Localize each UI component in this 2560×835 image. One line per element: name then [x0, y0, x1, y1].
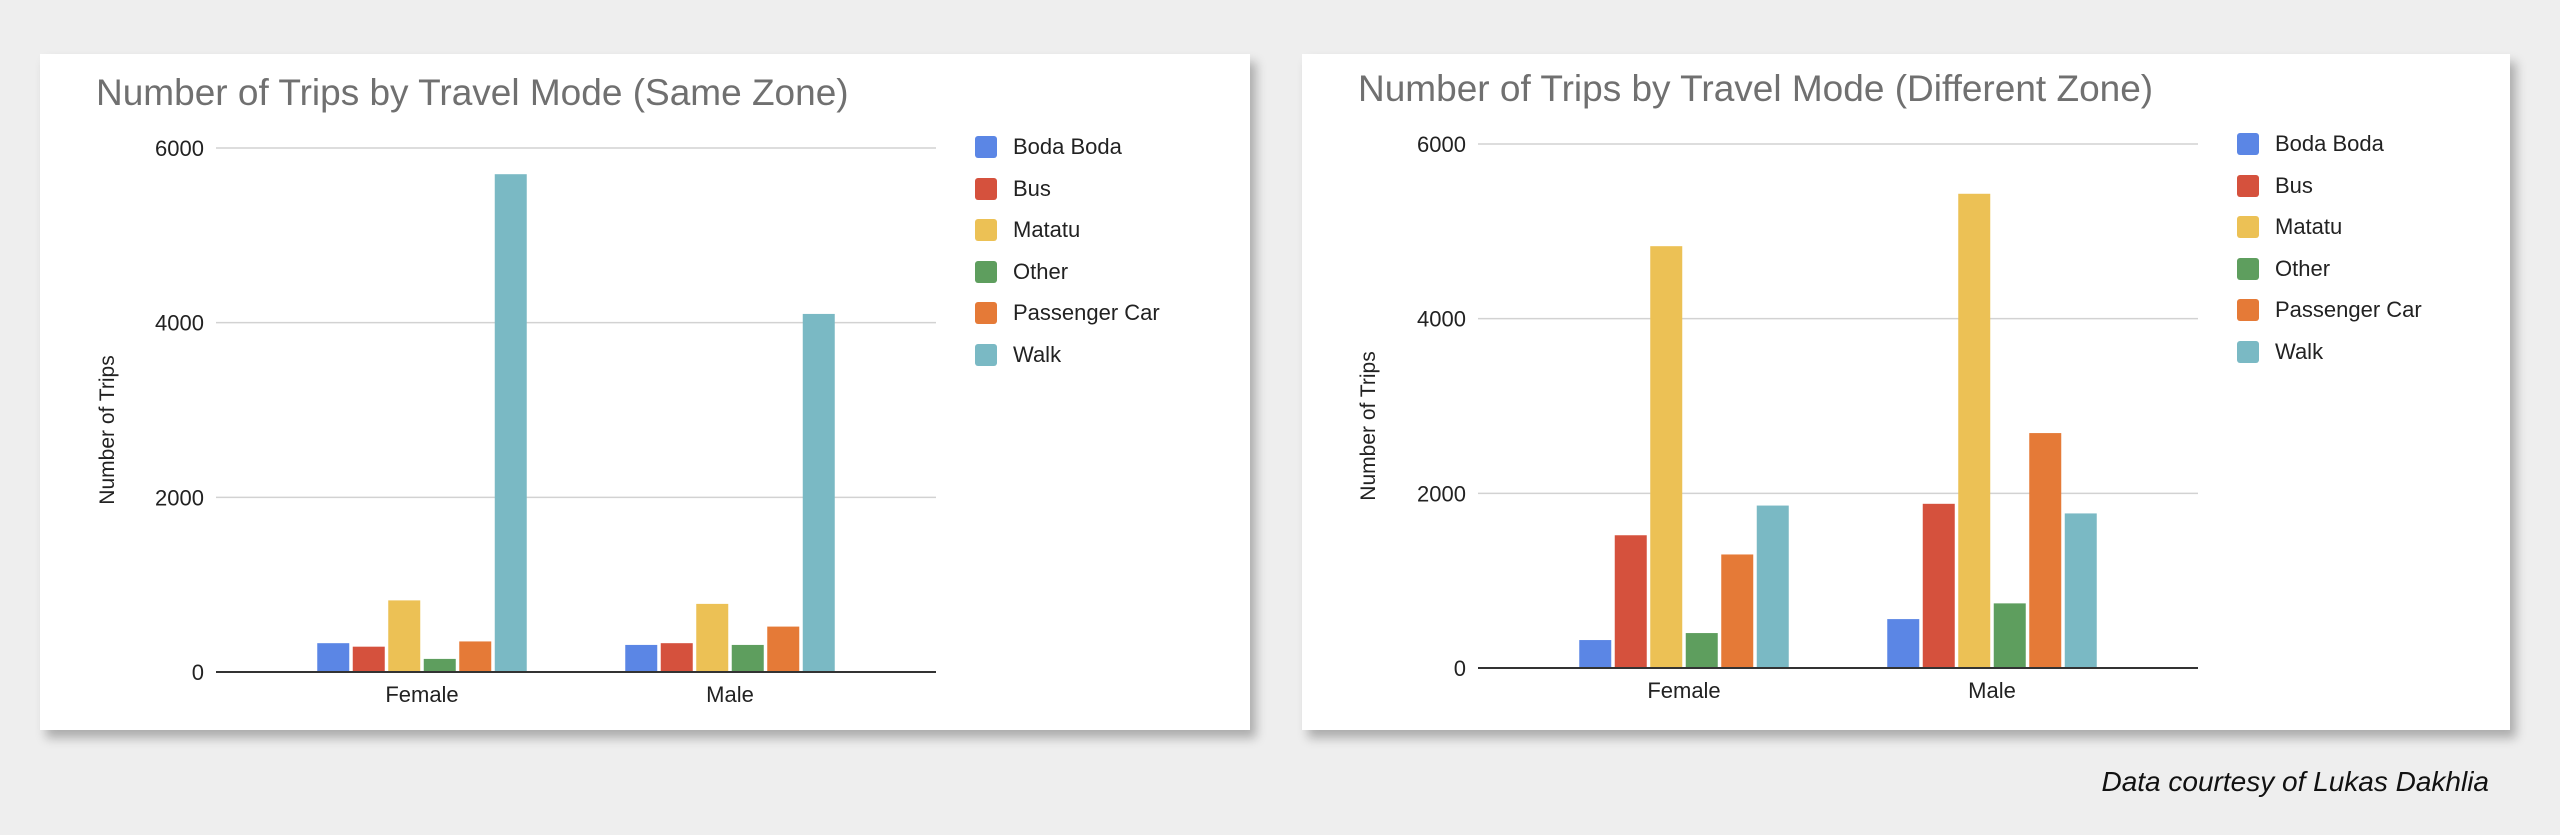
y-tick-label: 6000 — [1417, 132, 1466, 157]
bar-chart-different-zone: 0 2000 4000 6000 Number of Trips Female Male — [1357, 132, 2198, 703]
bar-passenger-car-male — [767, 626, 800, 672]
x-tick-label: Female — [385, 682, 458, 707]
legend-label: Bus — [2275, 172, 2313, 198]
bar-other-male — [731, 644, 764, 672]
y-tick-label: 6000 — [155, 136, 204, 161]
legend-swatch — [2237, 174, 2259, 197]
chart-card-different-zone: Number of Trips by Travel Mode (Differen… — [1302, 54, 2510, 730]
legend-swatch — [2237, 257, 2259, 280]
legend-swatch — [975, 177, 997, 200]
legend-swatch — [2237, 299, 2259, 321]
chart-title: Number of Trips by Travel Mode (Same Zon… — [96, 72, 849, 113]
bar-boda-boda-male — [625, 644, 658, 672]
legend-label: Boda Boda — [1013, 134, 1122, 159]
legend-swatch — [2237, 340, 2259, 363]
legend-label: Other — [1013, 258, 1069, 284]
bar-boda-boda-female — [317, 643, 350, 672]
bar-boda-boda-male — [1887, 619, 1920, 668]
legend-swatch — [2237, 216, 2259, 238]
bar-bus-male — [660, 643, 693, 672]
legend-swatch — [975, 219, 997, 241]
legend-label: Bus — [1013, 175, 1051, 201]
bar-walk-female — [494, 174, 527, 672]
legend-label: Matatu — [1013, 217, 1081, 242]
y-tick-label: 0 — [1454, 656, 1466, 681]
legend-swatch — [975, 302, 997, 324]
y-axis-label: Number of Trips — [96, 355, 119, 504]
bar-chart-same-zone: 0 2000 4000 6000 Number of Trips Female Male — [96, 136, 936, 707]
y-tick-label: 0 — [192, 660, 204, 685]
y-axis-label: Number of Trips — [1357, 351, 1380, 500]
legend-label: Passenger Car — [1013, 300, 1160, 325]
y-tick-label: 4000 — [1417, 307, 1466, 332]
x-tick-label: Male — [1968, 678, 2016, 703]
legend-swatch — [975, 260, 997, 283]
legend-label: Matatu — [2275, 214, 2343, 239]
y-tick-label: 2000 — [1417, 481, 1466, 506]
bar-matatu-female — [1650, 246, 1683, 668]
bar-other-female — [1685, 633, 1718, 668]
bar-matatu-female — [388, 600, 421, 672]
bar-matatu-male — [696, 603, 729, 672]
bar-passenger-car-female — [1721, 554, 1754, 668]
legend-swatch — [975, 136, 997, 158]
bar-bus-female — [352, 646, 385, 672]
bar-other-female — [423, 658, 456, 672]
legend-label: Other — [2275, 255, 2331, 281]
legend-label: Boda Boda — [2275, 131, 2384, 156]
data-credit: Data courtesy of Lukas Dakhlia — [2101, 766, 2489, 797]
bar-passenger-car-female — [459, 641, 492, 672]
y-tick-label: 4000 — [155, 311, 204, 336]
chart-title: Number of Trips by Travel Mode (Differen… — [1358, 68, 2154, 109]
legend-swatch — [975, 343, 997, 366]
bar-bus-male — [1922, 503, 1955, 668]
bar-boda-boda-female — [1579, 640, 1612, 668]
bar-other-male — [1993, 603, 2026, 668]
bar-walk-male — [802, 313, 835, 672]
legend-swatch — [2237, 133, 2259, 155]
legend-label: Passenger Car — [2275, 297, 2422, 322]
bar-matatu-male — [1958, 193, 1991, 668]
x-tick-label: Male — [706, 682, 754, 707]
bar-walk-male — [2064, 513, 2097, 668]
bar-walk-female — [1756, 505, 1789, 668]
chart-card-same-zone: Number of Trips by Travel Mode (Same Zon… — [40, 54, 1250, 730]
bar-passenger-car-male — [2029, 433, 2062, 668]
legend-label: Walk — [1013, 341, 1062, 367]
y-tick-label: 2000 — [155, 485, 204, 510]
legend-label: Walk — [2275, 338, 2324, 364]
bar-bus-female — [1614, 535, 1647, 668]
x-tick-label: Female — [1647, 678, 1720, 703]
